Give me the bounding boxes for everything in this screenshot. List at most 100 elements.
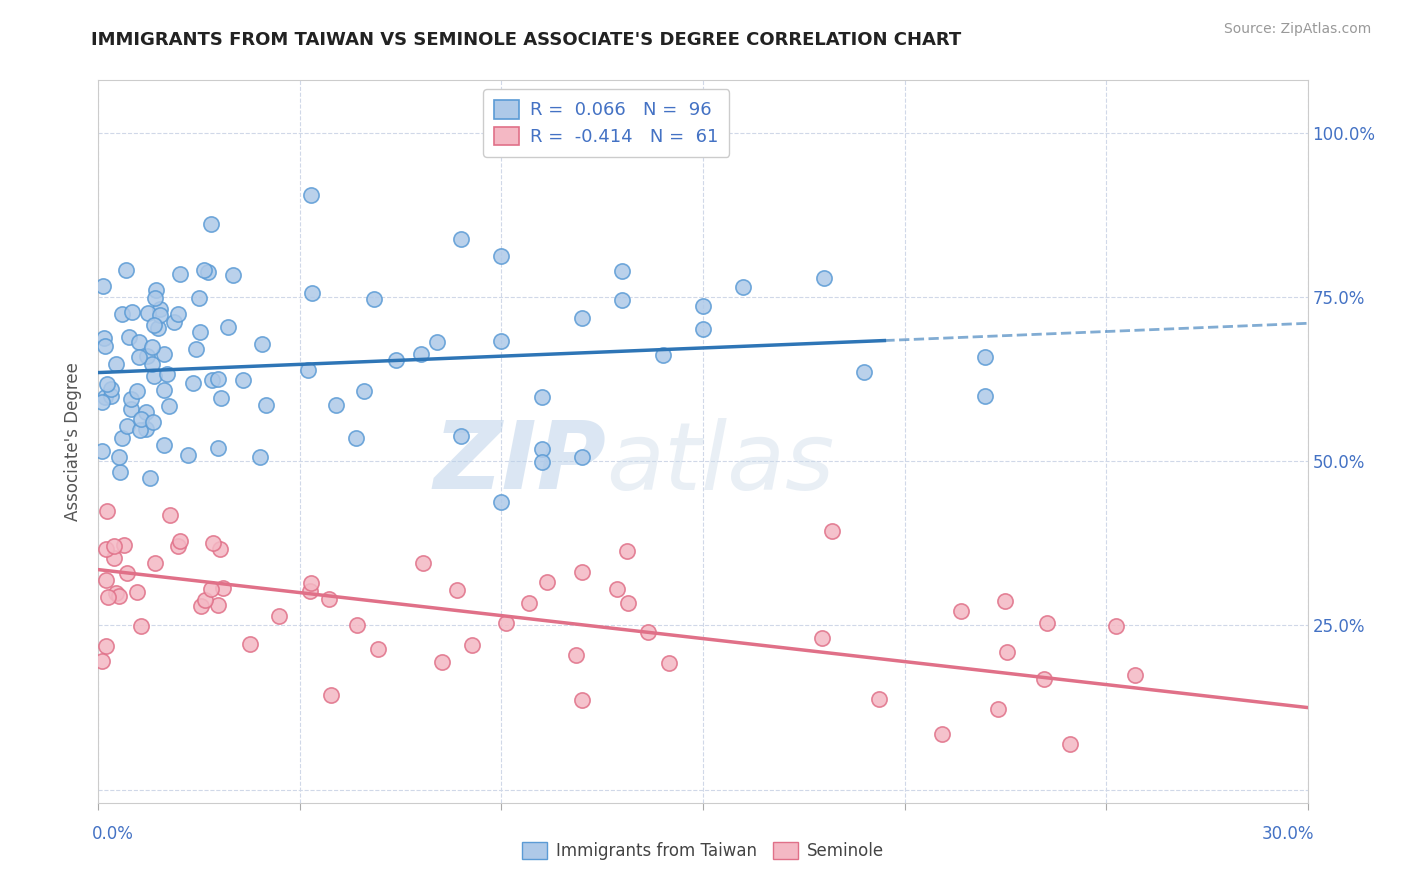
Point	[128, 334, 150, 349]
Point	[530, 442, 553, 456]
Point	[450, 429, 472, 443]
Point	[212, 581, 235, 595]
Point	[491, 334, 513, 349]
Point	[128, 423, 150, 437]
Point	[571, 693, 593, 707]
Point	[363, 293, 385, 307]
Point	[105, 586, 128, 600]
Point	[658, 656, 681, 670]
Point	[1036, 616, 1059, 631]
Point	[299, 187, 322, 202]
Point	[250, 336, 273, 351]
Point	[200, 582, 222, 596]
Point	[129, 618, 152, 632]
Point	[297, 363, 319, 377]
Point	[519, 596, 541, 610]
Point	[853, 365, 876, 379]
Point	[571, 565, 593, 579]
Point	[94, 339, 117, 353]
Point	[249, 450, 271, 465]
Point	[149, 301, 172, 316]
Point	[733, 280, 755, 294]
Point	[301, 575, 323, 590]
Point	[606, 582, 628, 596]
Point	[141, 357, 163, 371]
Point	[121, 305, 143, 319]
Point	[120, 402, 142, 417]
Point	[103, 551, 125, 566]
Point	[692, 322, 714, 336]
Point	[136, 349, 159, 363]
Point	[153, 438, 176, 452]
Point	[491, 249, 513, 263]
Point	[91, 444, 114, 458]
Point	[115, 262, 138, 277]
Point	[616, 596, 638, 610]
Point	[183, 376, 205, 391]
Point	[96, 376, 118, 391]
Point	[412, 556, 434, 570]
Point	[1059, 738, 1081, 752]
Point	[232, 373, 254, 387]
Point	[1105, 619, 1128, 633]
Point	[156, 367, 179, 381]
Point	[325, 398, 347, 412]
Point	[571, 311, 593, 326]
Point	[353, 384, 375, 398]
Point	[409, 347, 432, 361]
Point	[169, 267, 191, 281]
Point	[239, 637, 262, 651]
Point	[450, 232, 472, 246]
Point	[200, 217, 222, 231]
Point	[318, 591, 340, 606]
Point	[267, 609, 290, 624]
Point	[810, 631, 832, 645]
Point	[207, 442, 229, 456]
Point	[868, 692, 890, 706]
Point	[384, 353, 406, 368]
Point	[616, 544, 638, 558]
Point	[612, 264, 634, 278]
Point	[141, 340, 163, 354]
Point	[157, 399, 180, 413]
Point	[319, 688, 342, 702]
Point	[129, 412, 152, 426]
Point	[637, 624, 659, 639]
Point	[93, 331, 115, 345]
Point	[169, 534, 191, 549]
Point	[565, 648, 588, 662]
Point	[142, 415, 165, 429]
Point	[207, 372, 229, 386]
Point	[974, 350, 997, 364]
Point	[217, 320, 239, 334]
Point	[491, 495, 513, 509]
Point	[299, 584, 322, 599]
Point	[138, 471, 160, 485]
Point	[143, 318, 166, 332]
Point	[460, 638, 482, 652]
Point	[995, 645, 1018, 659]
Point	[1033, 672, 1056, 686]
Point	[153, 383, 176, 397]
Point	[651, 348, 673, 362]
Point	[495, 616, 517, 631]
Point	[128, 350, 150, 364]
Text: Source: ZipAtlas.com: Source: ZipAtlas.com	[1223, 22, 1371, 37]
Point	[426, 334, 449, 349]
Point	[107, 450, 129, 464]
Point	[446, 583, 468, 598]
Point	[209, 541, 232, 556]
Point	[190, 599, 212, 614]
Point	[813, 270, 835, 285]
Point	[143, 291, 166, 305]
Point	[115, 419, 138, 434]
Point	[149, 308, 172, 322]
Point	[114, 538, 136, 552]
Point	[536, 575, 558, 590]
Point	[201, 535, 224, 549]
Point	[125, 384, 148, 399]
Point	[821, 524, 844, 538]
Point	[163, 315, 186, 329]
Text: ZIP: ZIP	[433, 417, 606, 509]
Text: 30.0%: 30.0%	[1263, 825, 1315, 843]
